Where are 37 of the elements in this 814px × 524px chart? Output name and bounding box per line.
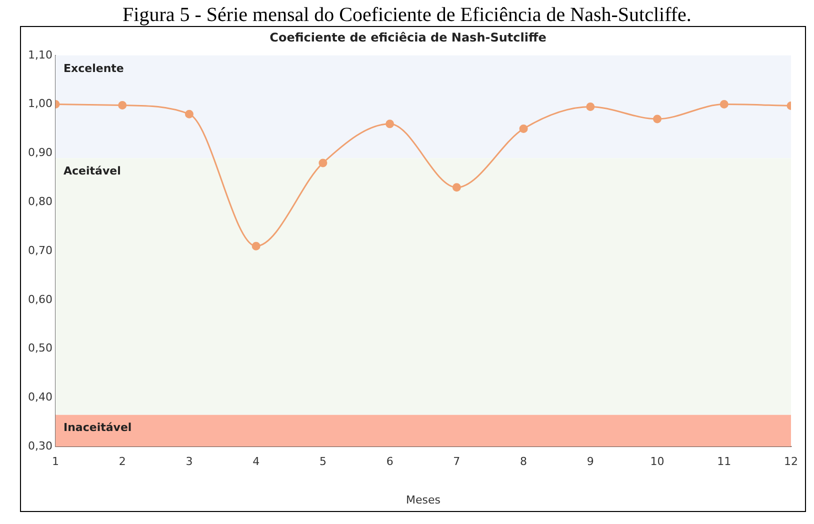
x-tick-label: 4: [252, 455, 260, 468]
x-tick-label: 5: [319, 455, 326, 468]
point: [586, 102, 595, 111]
point: [452, 183, 461, 192]
x-tick-label: 7: [453, 455, 460, 468]
x-tick-label: 1: [52, 455, 59, 468]
point: [184, 110, 194, 118]
point: [519, 124, 528, 133]
x-tick-label: 6: [386, 455, 394, 468]
point: [720, 100, 728, 109]
chart-title: Coeficiente de eficiêcia de Nash-Sutcliffe: [270, 30, 546, 44]
x-tick-label: 9: [586, 455, 594, 468]
x-tick-label: 2: [118, 455, 126, 468]
x-tick-label: 10: [650, 455, 664, 468]
point: [118, 101, 127, 110]
y-tick-label: 0,80: [28, 194, 52, 208]
point: [386, 120, 394, 128]
y-tick-label: 0,70: [28, 244, 52, 257]
y-tick-label: 0,60: [28, 292, 52, 306]
point: [318, 158, 328, 168]
y-tick-label: 1,00: [28, 97, 52, 110]
x-tick-label: 11: [717, 455, 732, 468]
y-tick-label: 0,50: [28, 342, 52, 355]
y-tick-label: 0,30: [28, 439, 52, 452]
x-axis-title: Meses: [406, 493, 441, 506]
y-tick-label: 1,10: [28, 48, 52, 62]
band-label: Excelente: [63, 62, 124, 75]
x-tick-label: 12: [784, 455, 798, 468]
x-tick-label: 8: [520, 455, 528, 468]
point: [252, 242, 260, 250]
x-tick-label: 3: [186, 455, 193, 468]
y-tick-label: 0,40: [28, 390, 52, 404]
point: [653, 114, 662, 124]
text: Figura 5 - Série mensal do Coeficiente de Eficiência de Nash-Sutcliffe.: [122, 4, 692, 26]
band-label: Aceitável: [63, 164, 121, 178]
band-label: Inaceitável: [63, 421, 132, 434]
y-tick-label: 0,90: [28, 146, 52, 160]
